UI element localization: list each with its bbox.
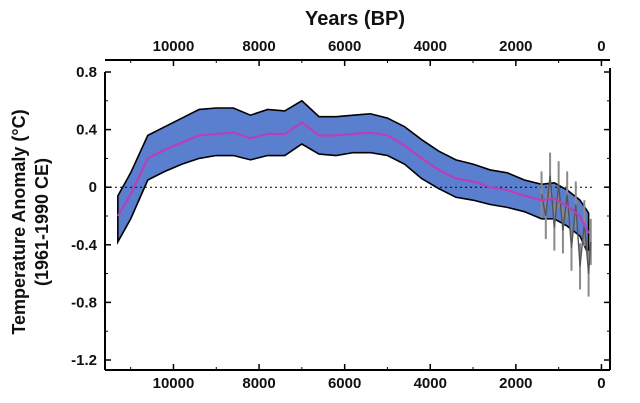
x-tick-label-top: 8000 bbox=[242, 38, 275, 55]
x-tick-label-top: 10000 bbox=[153, 38, 195, 55]
chart-title: Years (BP) bbox=[305, 8, 405, 30]
x-tick-label-top: 6000 bbox=[328, 38, 361, 55]
y-tick-label: 0 bbox=[89, 179, 97, 196]
y-tick-label: -0.4 bbox=[71, 237, 98, 254]
y-tick-label: 0.4 bbox=[76, 122, 98, 139]
uncertainty-band bbox=[117, 99, 590, 256]
uncertainty-band-area bbox=[117, 99, 590, 256]
x-tick-label-top: 0 bbox=[597, 38, 605, 55]
x-tick-label-top: 2000 bbox=[499, 38, 532, 55]
y-axis-label: Temperature Anomaly (°C) (1961-1990 CE) bbox=[9, 109, 52, 334]
y-axis-label-line1: Temperature Anomaly (°C) bbox=[9, 109, 29, 334]
ticks: 10000 10000 8000 8000 6000 6000 4000 4000 2000 20… bbox=[71, 38, 610, 392]
y-tick-label: -0.8 bbox=[71, 294, 97, 311]
mean-temperature-line bbox=[116, 121, 590, 234]
x-tick-label-bottom: 4000 bbox=[414, 375, 447, 392]
mean-line bbox=[116, 121, 590, 234]
axes bbox=[104, 59, 611, 371]
y-axis-label-line2: (1961-1990 CE) bbox=[32, 158, 52, 286]
x-tick-label-bottom: 10000 bbox=[153, 375, 195, 392]
x-tick-label-top: 4000 bbox=[414, 38, 447, 55]
x-tick-label-bottom: 0 bbox=[597, 375, 605, 392]
y-tick-label: 0.8 bbox=[76, 64, 97, 81]
x-tick-label-bottom: 2000 bbox=[499, 375, 532, 392]
y-tick-label: -1.2 bbox=[71, 352, 97, 369]
x-tick-label-bottom: 6000 bbox=[328, 375, 361, 392]
x-tick-label-bottom: 8000 bbox=[242, 375, 275, 392]
